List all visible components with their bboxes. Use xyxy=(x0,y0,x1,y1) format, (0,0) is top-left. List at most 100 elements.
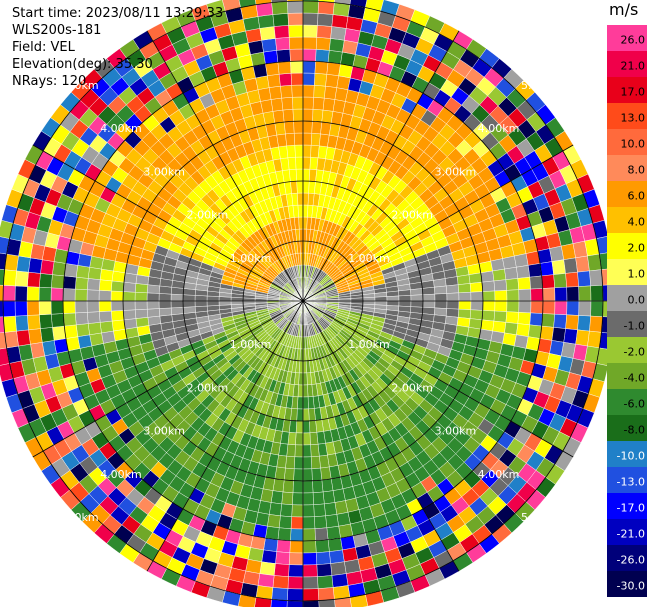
velocity-gate xyxy=(277,527,292,541)
velocity-gate xyxy=(170,307,184,316)
velocity-gate xyxy=(302,420,311,434)
velocity-gate xyxy=(590,300,604,317)
velocity-gate xyxy=(457,283,471,294)
velocity-gate xyxy=(445,308,459,318)
velocity-gate xyxy=(566,286,580,302)
velocity-gate xyxy=(302,396,309,410)
range-ring-label: 1.00km xyxy=(230,252,272,265)
velocity-gate xyxy=(332,488,346,503)
velocity-gate xyxy=(268,85,282,100)
velocity-gate xyxy=(297,192,304,206)
range-ring-label: 5.00km xyxy=(57,79,99,92)
velocity-gate xyxy=(290,516,304,530)
velocity-gate xyxy=(289,540,304,554)
velocity-gate xyxy=(287,576,304,590)
velocity-gate xyxy=(422,300,436,309)
velocity-gate xyxy=(434,285,448,295)
velocity-gate xyxy=(3,269,17,287)
velocity-gate xyxy=(315,539,330,553)
colorbar-swatch xyxy=(607,467,647,494)
velocity-gate xyxy=(281,491,294,505)
velocity-gate xyxy=(40,259,55,275)
velocity-gate xyxy=(502,255,517,270)
velocity-gate xyxy=(75,276,89,290)
velocity-gate xyxy=(551,259,566,275)
velocity-gate xyxy=(516,265,530,279)
azimuth-line xyxy=(302,300,460,572)
velocity-gate xyxy=(257,87,272,102)
colorbar-swatch xyxy=(607,77,647,104)
velocity-gate xyxy=(589,269,603,287)
velocity-gate xyxy=(565,314,579,331)
velocity-gate xyxy=(287,156,297,170)
colorbar-tick-label: 6.0 xyxy=(628,189,646,202)
velocity-gate xyxy=(527,263,542,278)
velocity-gate xyxy=(278,73,292,87)
velocity-gate xyxy=(310,133,321,147)
velocity-gate xyxy=(482,290,496,302)
colorbar-swatch xyxy=(607,571,647,597)
velocity-gate xyxy=(272,13,289,27)
velocity-gate xyxy=(302,36,318,50)
velocity-gate xyxy=(541,274,555,289)
colorbar-tick-label: 10.0 xyxy=(621,137,646,150)
colorbar-swatch xyxy=(607,415,647,442)
velocity-gate xyxy=(267,74,281,88)
range-ring-label: 2.00km xyxy=(187,209,229,222)
colorbar-swatch xyxy=(607,519,647,546)
colorbar-tick-label: 8.0 xyxy=(628,163,646,176)
velocity-gate xyxy=(28,257,43,274)
velocity-gate xyxy=(578,300,592,317)
velocity-gate xyxy=(434,300,448,309)
colorbar-swatch xyxy=(607,181,647,208)
velocity-gate xyxy=(326,525,341,540)
azimuth-lines xyxy=(0,0,607,607)
velocity-gate xyxy=(504,322,519,336)
ppi-plot: 1.00km 1.00km 1.00km 1.00km 2.00km 2.00km 2.00… xyxy=(0,0,607,607)
velocity-gate xyxy=(296,180,304,194)
velocity-gate xyxy=(16,255,31,273)
range-ring-label: 5.00km xyxy=(521,511,563,524)
range-ring-label: 3.00km xyxy=(143,425,185,438)
velocity-gate xyxy=(565,271,579,288)
velocity-gate xyxy=(135,317,150,328)
velocity-gate xyxy=(86,289,100,302)
velocity-gate xyxy=(276,133,287,148)
colorbar-swatch xyxy=(607,311,647,338)
velocity-gate xyxy=(285,455,296,469)
azimuth-line xyxy=(302,144,574,302)
velocity-gate xyxy=(315,37,331,51)
velocity-gate xyxy=(308,408,316,422)
colorbar-tick-label: 21.0 xyxy=(621,59,646,72)
colorbar-swatch xyxy=(607,545,647,572)
velocity-gate xyxy=(327,537,343,552)
instrument-label: WLS200s-181 xyxy=(12,23,102,38)
velocity-gate xyxy=(314,73,328,87)
velocity-gate xyxy=(291,504,304,518)
velocity-gate xyxy=(302,0,319,14)
colorbar-tick-label: -6.0 xyxy=(624,397,645,410)
velocity-gate xyxy=(516,323,530,337)
velocity-gate xyxy=(39,313,53,329)
velocity-gate xyxy=(87,278,101,291)
velocity-gate xyxy=(158,293,172,302)
colorbar-swatch xyxy=(607,207,647,234)
colorbar: 26.0 21.0 17.0 13.0 10.0 8.0 6.0 4.0 2.0 1.0 0.0 -1… xyxy=(607,25,647,597)
velocity-gate xyxy=(288,24,304,38)
velocity-gate xyxy=(494,290,508,302)
colorbar-swatch xyxy=(607,441,647,468)
velocity-gate xyxy=(74,288,88,302)
velocity-gate xyxy=(316,563,333,577)
velocity-gate xyxy=(324,502,338,517)
velocity-gate xyxy=(319,454,330,469)
velocity-gate xyxy=(542,300,556,315)
velocity-gate xyxy=(302,168,311,182)
colorbar-tick-label: 2.0 xyxy=(628,241,646,254)
colorbar-swatch xyxy=(607,129,647,156)
velocity-gate xyxy=(312,97,325,111)
velocity-gate xyxy=(87,266,102,280)
velocity-gate xyxy=(276,49,291,63)
azimuth-line xyxy=(146,300,304,572)
velocity-gate xyxy=(194,295,208,302)
velocity-gate xyxy=(2,300,16,317)
